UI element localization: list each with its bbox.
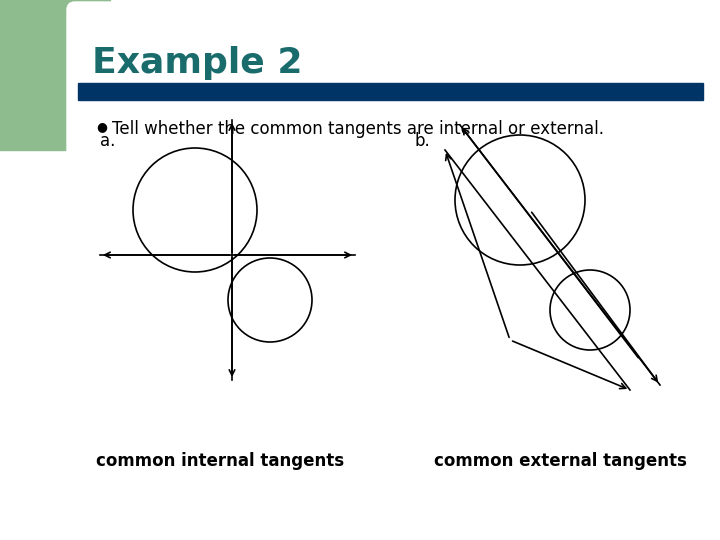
- Text: ●: ●: [96, 120, 107, 133]
- Bar: [0, 0, 110, 150]
- Text: Example 2: Example 2: [92, 46, 302, 80]
- Text: b.: b.: [415, 132, 431, 150]
- Text: common internal tangents: common internal tangents: [96, 452, 344, 470]
- Text: Tell whether the common tangents are internal or external.: Tell whether the common tangents are int…: [112, 120, 604, 138]
- Text: a.: a.: [100, 132, 115, 150]
- FancyBboxPatch shape: [67, 2, 718, 518]
- Text: common external tangents: common external tangents: [433, 452, 686, 470]
- Bar: [78, 83, 703, 100]
